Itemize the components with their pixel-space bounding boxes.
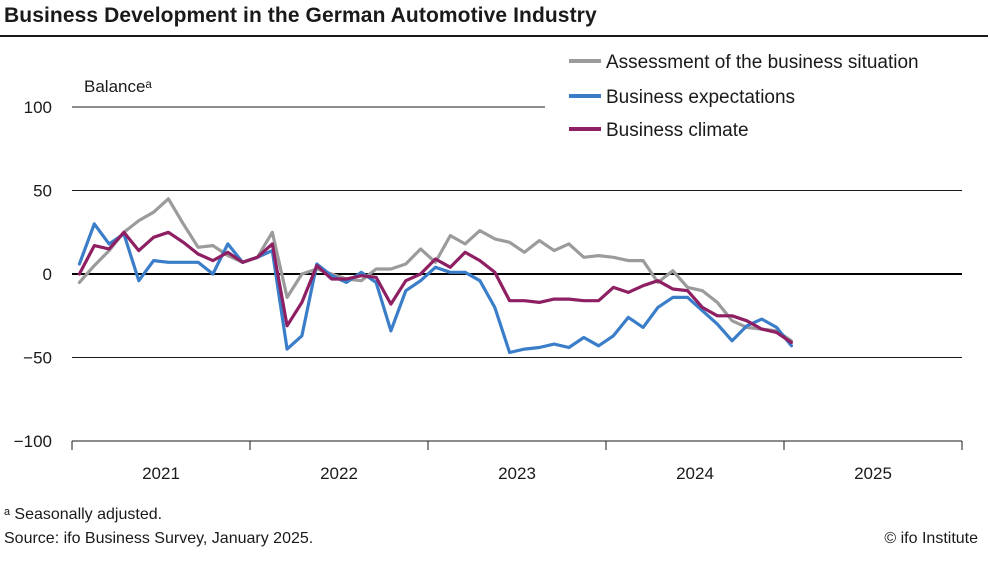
legend-label-business-expectations: Business expectations (606, 87, 795, 108)
x-axis: 2021 2022 2023 2024 2025 (71, 441, 963, 483)
grid-lines (72, 106, 962, 442)
y-tick-labels: 100 50 0 −50 −100 (14, 98, 52, 451)
y-tick-label: 100 (24, 98, 52, 117)
x-tick-label: 2022 (320, 464, 358, 483)
y-tick-label: −50 (23, 349, 52, 368)
series-line-business-climate (77, 230, 794, 345)
legend: Assessment of the business situation Busi… (569, 52, 919, 141)
footnote: ᵃ Seasonally adjusted. (4, 506, 163, 523)
y-axis-label: Balanceᵃ (84, 77, 152, 96)
series-line-business-expectations (77, 222, 794, 355)
y-tick-label: −100 (14, 432, 52, 451)
title-rule (0, 35, 988, 37)
y-tick-label: 0 (43, 265, 52, 284)
source-note: Source: ifo Business Survey, January 202… (4, 530, 314, 547)
x-tick-label: 2023 (498, 464, 536, 483)
chart-title: Business Development in the German Autom… (4, 4, 597, 27)
legend-label-business-climate: Business climate (606, 120, 749, 141)
copyright: © ifo Institute (884, 530, 978, 547)
x-tick-label: 2021 (142, 464, 180, 483)
x-tick-label: 2024 (676, 464, 714, 483)
series-lines (77, 197, 794, 355)
y-tick-label: 50 (33, 182, 52, 201)
series-line-assessment-of-the-business-situation (77, 197, 794, 343)
x-tick-label: 2025 (854, 464, 892, 483)
legend-label-assessment-of-the-business-situation: Assessment of the business situation (606, 52, 919, 73)
